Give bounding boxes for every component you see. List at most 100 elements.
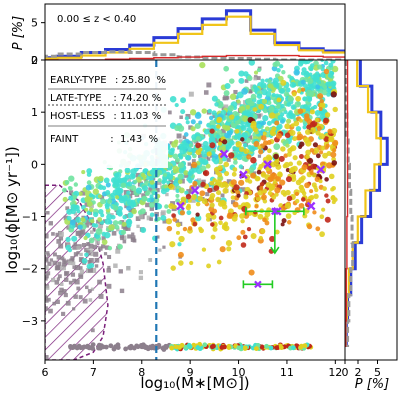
late-type-point [103,177,110,184]
late-type-point [326,92,331,97]
late-type-point [289,81,296,88]
late-type-point [262,115,269,122]
hostless-point [58,243,64,249]
hostless-point [84,202,89,207]
early-type-point [318,179,323,184]
late-type-point [85,184,92,191]
hostless-point [45,295,49,301]
late-type-point [276,68,281,73]
late-type-point [194,214,202,222]
early-type-point [195,201,201,207]
hostless-point [56,277,60,281]
early-type-point [274,229,280,235]
late-type-point [240,124,246,130]
hostless-point [60,265,66,271]
late-type-point [166,209,172,214]
hostless-point [45,276,48,281]
hostless-point [46,251,50,255]
hostless-point [89,230,94,234]
late-type-point [273,81,280,88]
early-type-point [198,147,203,152]
early-type-point [321,207,326,212]
late-type-point [104,218,111,225]
early-type-point [293,120,300,127]
late-type-point [177,173,184,180]
late-type-point [250,93,257,100]
late-type-point [86,180,92,185]
hostless-point [45,285,50,290]
late-type-point [114,195,120,200]
early-type-point [216,124,221,129]
early-type-point [302,213,308,219]
early-type-point [269,235,276,243]
late-type-point [68,195,74,201]
early-type-point [236,193,241,198]
early-type-point [328,136,335,143]
early-type-point [226,246,232,252]
early-type-point [185,204,191,211]
late-type-point [283,91,290,98]
early-type-point [281,218,287,224]
x-tick-label: 7 [90,366,97,379]
late-type-point [86,168,93,175]
late-type-point [146,197,152,203]
early-type-point [191,161,198,169]
late-type-point [215,134,220,139]
early-type-point [324,112,331,118]
early-type-point [234,128,240,134]
early-type-point [315,226,321,232]
late-type-point [156,169,163,176]
late-type-point [64,180,70,185]
hostless-point [226,179,232,184]
early-type-point [260,228,266,234]
early-type-point [240,137,245,142]
early-type-point [304,115,310,122]
hostless-point [126,265,131,270]
early-type-point [221,224,228,230]
late-type-point [67,247,73,253]
early-type-point [200,181,206,188]
hostless-point [162,219,167,224]
late-type-point [124,167,131,174]
error-point-marker [271,207,279,216]
hostless-point [94,264,99,268]
hostless-point [67,224,72,228]
upper-limit-point [123,346,129,352]
main-y-ticks: −3 −2 −1 0 1 2 [22,54,45,328]
late-type-point [160,188,167,195]
early-type-point [310,163,317,170]
upper-limit-point [202,342,208,348]
late-type-point [314,109,321,117]
early-type-point [216,259,222,265]
early-type-point [286,220,292,225]
early-type-point [289,129,296,136]
early-type-point [195,212,200,217]
late-type-point [144,191,150,196]
late-type-point [183,132,189,137]
hostless-point [149,217,153,221]
hostless-point [88,298,93,302]
late-type-point [188,143,194,148]
late-type-point [105,190,111,196]
early-type-point [304,129,311,135]
upper-limit-point [242,345,248,351]
early-type-point [294,191,299,197]
hostless-point [221,106,226,111]
late-type-point [315,84,321,90]
hostless-point [106,283,112,289]
late-type-point [152,196,160,204]
late-type-point [224,82,231,90]
late-type-point [332,54,337,59]
hostless-point [241,187,246,192]
early-type-point [232,167,238,172]
purple-x-marker [316,165,326,174]
early-type-point [212,226,218,232]
early-type-point [189,260,194,266]
early-type-point [235,141,242,148]
late-type-point [69,219,76,226]
late-type-point [309,63,315,68]
early-type-point [223,170,230,177]
early-type-point [330,187,335,192]
late-type-point [177,242,182,247]
hostless-point [78,274,84,279]
